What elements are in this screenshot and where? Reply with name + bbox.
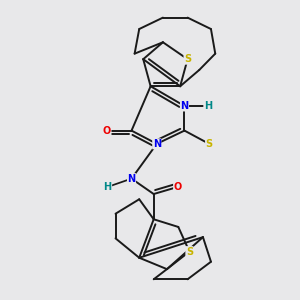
Text: N: N	[153, 139, 161, 149]
Text: H: H	[103, 182, 112, 192]
Text: N: N	[128, 174, 136, 184]
Text: S: S	[186, 247, 193, 256]
Text: S: S	[206, 139, 213, 149]
Text: H: H	[204, 101, 212, 111]
Text: S: S	[184, 54, 191, 64]
Text: O: O	[174, 182, 182, 192]
Text: O: O	[103, 126, 111, 136]
Text: H: H	[103, 182, 112, 192]
Text: N: N	[180, 101, 188, 111]
